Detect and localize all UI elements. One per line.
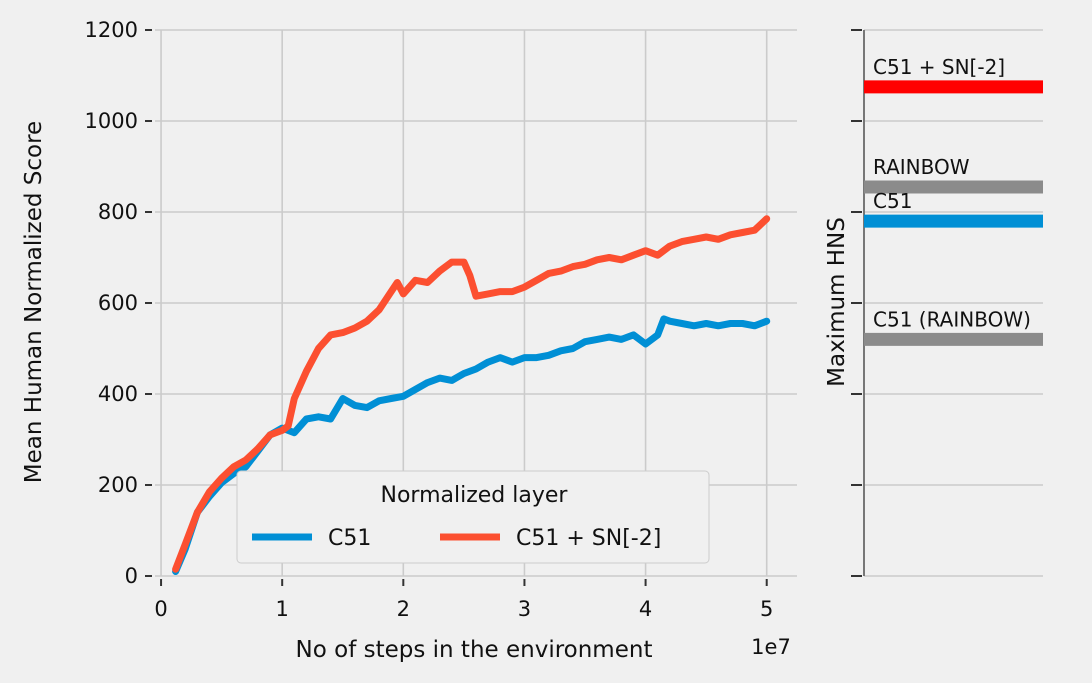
y-tick-label: 0 [125, 564, 138, 588]
side-bar-label: C51 (RAINBOW) [873, 307, 1031, 331]
main-axes [145, 29, 768, 586]
main-series [172, 215, 771, 575]
side-bars: C51 + SN[-2] RAINBOW C51 C51 (RAINBOW) [864, 55, 1043, 346]
x-tick-label: 5 [760, 597, 773, 621]
y-tick-label: 600 [98, 291, 138, 315]
x-tick-label: 4 [639, 597, 652, 621]
y-tick-label: 200 [98, 473, 138, 497]
side-bar-label: C51 + SN[-2] [873, 55, 1005, 79]
legend-items: C51 C51 + SN[-2] [252, 526, 661, 551]
y-tick-label: 400 [98, 382, 138, 406]
side-bar-label: C51 [873, 189, 912, 213]
legend-frame [236, 470, 710, 564]
legend-title: Normalized layer [381, 483, 569, 508]
series-line-c51-sn-2 [172, 215, 771, 573]
y-axis-label: Mean Human Normalized Score [21, 121, 47, 483]
x-tick-label: 0 [154, 597, 167, 621]
x-tick-label: 2 [397, 597, 410, 621]
x-tick-label: 1 [276, 597, 289, 621]
y-tick-label: 800 [98, 200, 138, 224]
side-bar-label: RAINBOW [873, 155, 970, 179]
main-tick-labels: 0 200 400 600 800 1000 1200 0 1 2 3 4 5 [85, 18, 774, 621]
legend-label: C51 + SN[-2] [516, 526, 661, 551]
legend: Normalized layer C51 C51 + SN[-2] [236, 470, 710, 564]
y-tick-label: 1000 [85, 109, 138, 133]
legend-label: C51 [328, 526, 371, 551]
x-offset-label: 1e7 [751, 635, 791, 659]
y-tick-label: 1200 [85, 18, 138, 42]
side-axis [851, 29, 865, 577]
x-axis-label: No of steps in the environment [296, 637, 653, 663]
x-tick-label: 3 [518, 597, 531, 621]
side-grid [864, 29, 1043, 577]
side-y-axis-label: Maximum HNS [824, 217, 850, 387]
